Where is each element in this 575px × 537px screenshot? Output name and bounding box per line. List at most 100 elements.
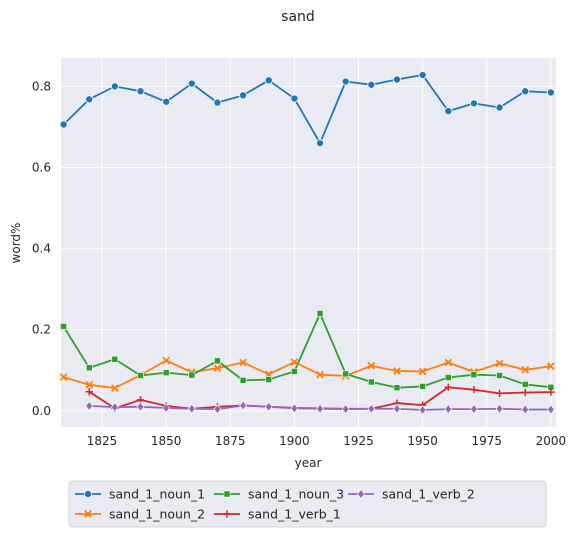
data-point xyxy=(521,388,529,397)
legend-label: sand_1_noun_3 xyxy=(248,487,344,502)
data-point xyxy=(444,404,453,414)
data-point xyxy=(137,372,144,379)
data-point xyxy=(110,384,119,392)
data-point xyxy=(367,80,376,89)
data-point xyxy=(239,91,248,100)
data-point xyxy=(393,384,401,392)
data-point xyxy=(367,378,375,386)
data-point xyxy=(213,404,222,414)
data-point xyxy=(84,510,92,518)
data-point xyxy=(547,404,555,415)
data-point xyxy=(213,364,222,373)
data-point xyxy=(264,76,273,85)
legend-label: sand_1_verb_1 xyxy=(248,507,341,522)
data-point xyxy=(291,368,298,375)
y-tick-label: 0.2 xyxy=(32,323,51,337)
data-point xyxy=(213,98,222,107)
y-tick-label: 0.6 xyxy=(32,160,51,174)
data-point xyxy=(223,510,231,518)
data-point xyxy=(470,386,478,394)
x-tick-label: 2000 xyxy=(536,434,567,448)
series-line xyxy=(62,74,551,145)
data-point xyxy=(85,380,94,389)
x-tick-label: 1825 xyxy=(87,434,118,448)
data-point xyxy=(187,79,196,88)
data-point xyxy=(290,358,299,366)
legend: sand_1_noun_1sand_1_noun_2sand_1_noun_3s… xyxy=(68,480,547,528)
data-point xyxy=(316,139,325,148)
data-point xyxy=(84,489,93,498)
data-point xyxy=(393,403,401,414)
data-point xyxy=(495,389,504,397)
data-point xyxy=(495,359,504,368)
data-point xyxy=(393,367,401,375)
data-point xyxy=(214,357,221,365)
data-point xyxy=(316,370,324,379)
data-point xyxy=(136,87,145,96)
data-point xyxy=(316,403,324,414)
data-point xyxy=(521,404,530,415)
legend-label: sand_1_noun_2 xyxy=(109,507,205,522)
x-tick-label: 1875 xyxy=(215,434,246,448)
data-point xyxy=(418,71,427,80)
data-point xyxy=(546,362,555,371)
data-point xyxy=(188,371,196,379)
data-point xyxy=(162,97,171,106)
data-point xyxy=(470,404,478,414)
data-point xyxy=(162,403,170,413)
data-point xyxy=(357,489,365,499)
data-point xyxy=(59,120,68,129)
data-point xyxy=(162,369,170,377)
data-point xyxy=(342,370,350,378)
data-point xyxy=(111,355,119,363)
data-point xyxy=(239,400,247,411)
legend-label: sand_1_verb_2 xyxy=(382,487,475,502)
legend-items: sand_1_noun_1sand_1_noun_2sand_1_noun_3s… xyxy=(75,487,475,522)
data-point xyxy=(85,388,93,396)
data-point xyxy=(316,310,324,317)
x-tick-label: 1850 xyxy=(151,434,182,448)
y-tick-label: 0.0 xyxy=(32,404,51,418)
y-tick-label: 0.4 xyxy=(32,242,51,256)
data-point xyxy=(85,401,94,411)
data-point xyxy=(521,87,530,96)
series-line xyxy=(63,359,551,389)
data-point xyxy=(187,403,196,414)
series-markers xyxy=(59,71,555,415)
data-point xyxy=(496,372,503,379)
x-tick-label: 1975 xyxy=(471,434,502,448)
data-point xyxy=(265,376,273,383)
data-point xyxy=(110,82,119,91)
data-point xyxy=(470,371,478,379)
data-point xyxy=(162,356,171,365)
data-point xyxy=(341,77,350,86)
chart-title: sand xyxy=(281,9,315,25)
data-point xyxy=(444,383,452,391)
data-point xyxy=(223,490,231,498)
data-point xyxy=(85,95,94,104)
data-point xyxy=(239,377,247,384)
data-point xyxy=(136,401,145,412)
data-point xyxy=(495,103,504,112)
data-point xyxy=(547,388,555,396)
data-point xyxy=(264,401,273,412)
data-point xyxy=(367,403,376,414)
tick-labels: 1825 1850 1875 1900 1925 1950 1975 2000 0.0 0.2 0.… xyxy=(32,79,566,448)
data-point xyxy=(85,364,93,372)
data-point xyxy=(546,88,555,97)
data-point xyxy=(418,405,427,415)
y-axis-label: word% xyxy=(9,223,23,264)
data-point xyxy=(495,403,504,414)
plot-area xyxy=(61,58,556,427)
data-point xyxy=(444,374,452,381)
data-point xyxy=(367,361,376,370)
data-point xyxy=(444,358,453,367)
data-point xyxy=(111,402,119,412)
data-point xyxy=(290,94,299,103)
data-point xyxy=(341,404,350,414)
data-point xyxy=(392,75,401,84)
legend-label: sand_1_noun_1 xyxy=(109,487,205,502)
series-line xyxy=(62,312,551,389)
data-point xyxy=(444,107,453,116)
